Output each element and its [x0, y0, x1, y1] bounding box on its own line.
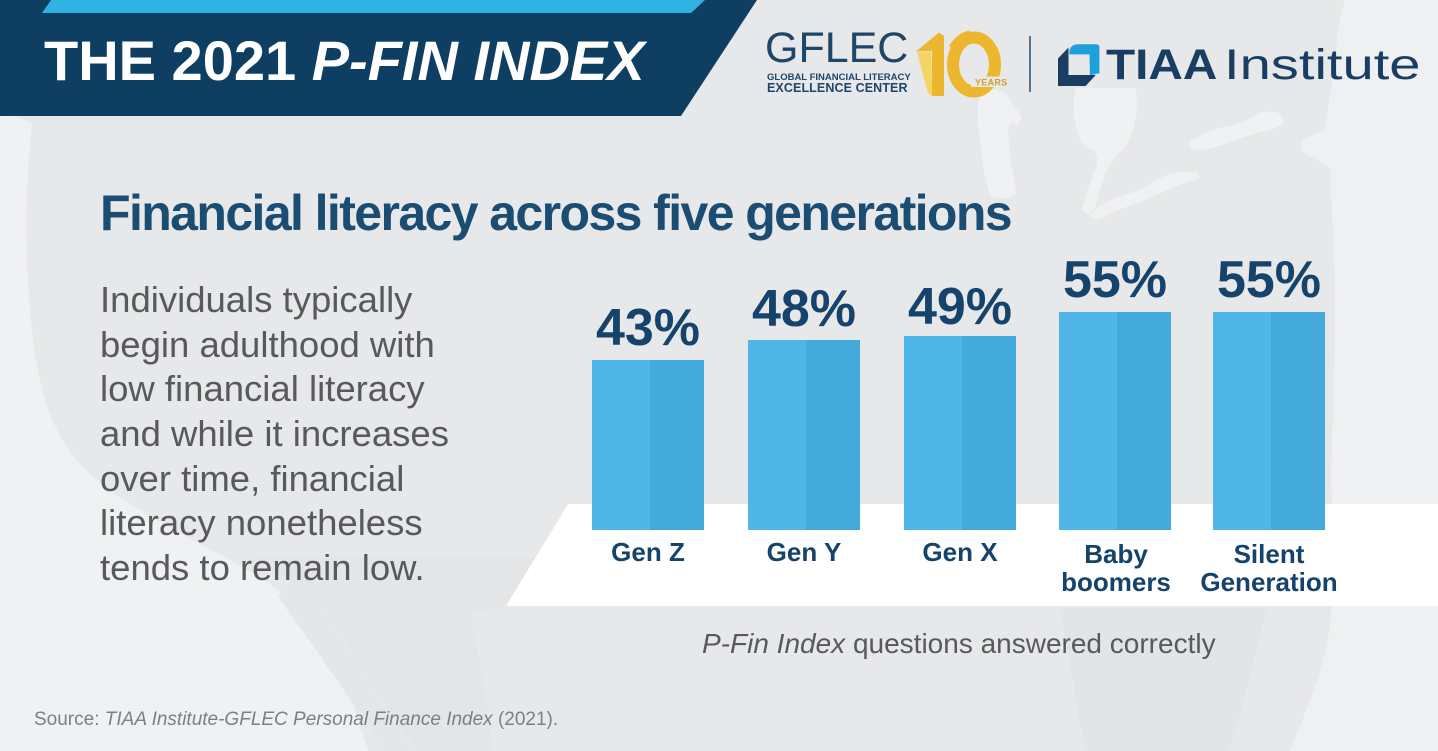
svg-text:YEARS: YEARS [975, 78, 1008, 88]
